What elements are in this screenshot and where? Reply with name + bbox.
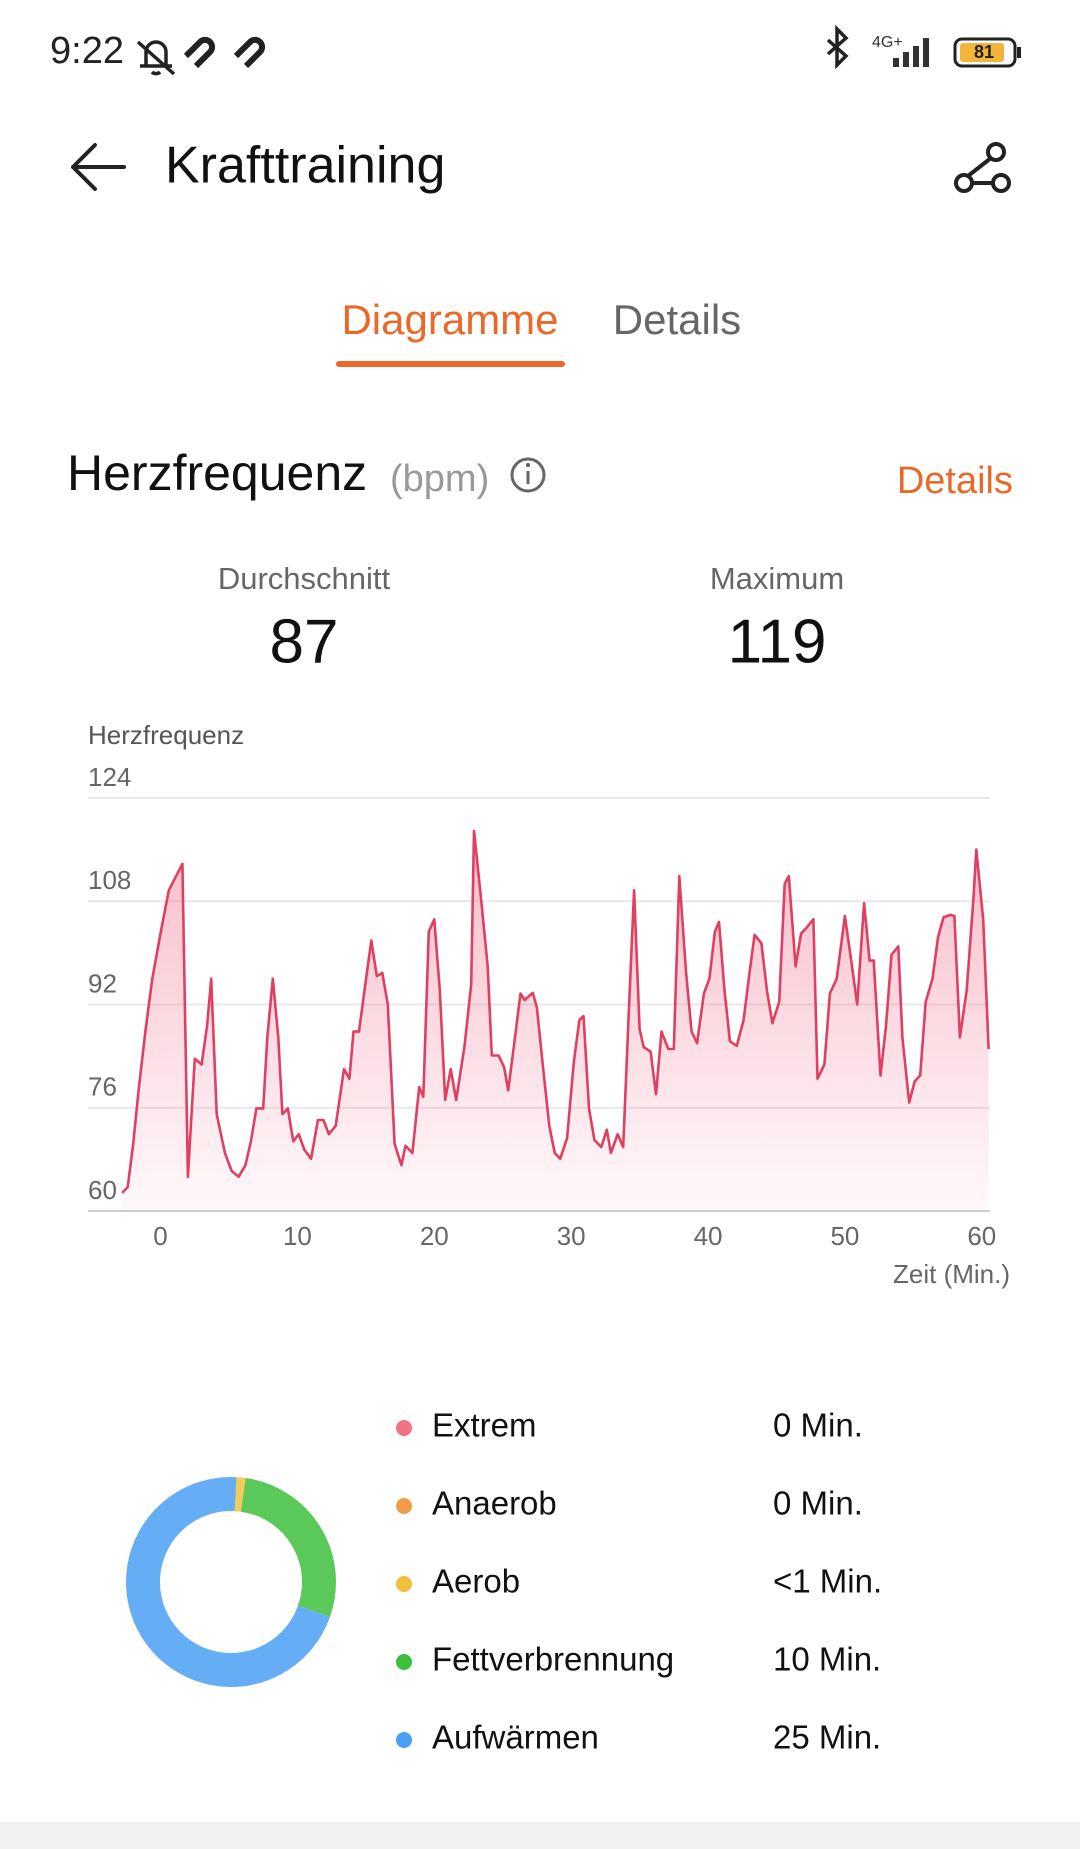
legend-label: Anaerob [432,1485,557,1522]
tab-indicator [336,361,565,367]
y-axis-title: Herzfrequenz [88,720,244,750]
legend-label: Aerob [432,1563,520,1600]
info-dot [525,462,531,468]
heart-rate-chart: 60 76 92 108 124 0 10 20 30 40 50 60 [88,762,996,1251]
battery-tip [1017,47,1021,58]
battery-frame [953,37,1017,68]
legend-dot [396,1498,412,1514]
back-button[interactable] [71,143,126,191]
x-tick-label: 30 [557,1221,586,1251]
x-tick-label: 60 [967,1221,996,1251]
donut-segment [126,1477,330,1687]
stat-label: Durchschnitt [218,561,391,596]
tab-active[interactable]: Diagramme [341,296,558,343]
signal-bar [923,38,929,67]
x-tick-label: 0 [153,1221,167,1251]
signal-bar [893,58,899,67]
legend-label: Aufwärmen [432,1719,599,1756]
legend-dot [396,1576,412,1592]
legend-value: 25 Min. [773,1719,881,1756]
x-tick-label: 10 [283,1221,312,1251]
section-title: Herzfrequenz [67,445,367,501]
page-title: Krafttraining [165,137,445,195]
zone-legend: Extrem 0 Min. Anaerob 0 Min. Aerob <1 Min. Fet… [396,1407,882,1756]
y-tick-label: 92 [88,968,117,998]
section-unit: (bpm) [390,458,489,500]
bluetooth-icon [826,24,849,70]
donut-segment [234,1477,246,1512]
share-button[interactable] [954,142,1011,193]
info-button[interactable] [510,457,546,493]
area-fill [122,830,989,1211]
legend-dot [396,1654,412,1670]
y-tick-label: 76 [88,1072,117,1102]
mute-icon [136,40,176,76]
legend-value: <1 Min. [773,1563,882,1600]
back-arrow [71,143,126,191]
stat-label: Maximum [710,561,844,596]
legend-value: 0 Min. [773,1485,863,1522]
signal-bar [903,52,909,67]
battery-level [960,43,1004,62]
app-icon [233,36,266,69]
app-icon [183,36,216,69]
donut-segment [240,1478,336,1617]
network-type: 4G+ [872,34,903,51]
x-tick-label: 50 [830,1221,859,1251]
stat-value: 87 [270,607,339,676]
x-tick-label: 20 [420,1221,449,1251]
signal-icon [893,38,929,67]
tab[interactable]: Details [613,296,741,343]
zone-donut [126,1477,336,1687]
battery-text: 81 [974,42,994,62]
y-tick-label: 108 [88,865,131,895]
x-tick-label: 40 [694,1221,723,1251]
y-tick-label: 124 [88,762,131,792]
share-link [966,156,993,185]
heart-rate-line [121,829,990,1194]
legend-value: 10 Min. [773,1641,881,1678]
status-icons [136,24,849,76]
legend-value: 0 Min. [773,1407,863,1444]
legend-label: Extrem [432,1407,537,1444]
info-circle [510,457,546,493]
stat-value: 119 [728,607,827,676]
status-time: 9:22 [50,30,124,72]
legend-label: Fettverbrennung [432,1641,674,1678]
legend-dot [396,1420,412,1436]
y-tick-label: 60 [88,1175,117,1205]
x-axis-title: Zeit (Min.) [893,1259,1010,1289]
details-link[interactable]: Details [897,460,1013,502]
info-stem [526,471,530,484]
bottom-bar [0,1822,1080,1849]
share-node [986,142,1006,162]
signal-bar [913,46,919,67]
legend-dot [396,1732,412,1748]
